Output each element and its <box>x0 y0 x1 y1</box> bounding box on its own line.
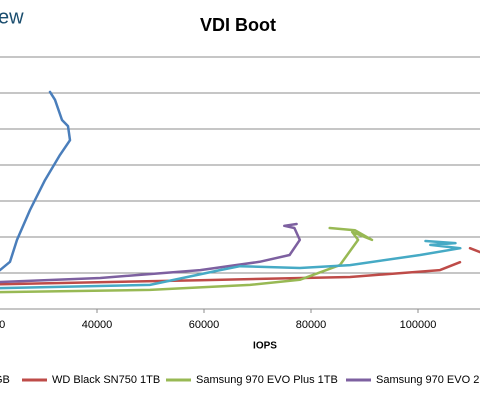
series-line <box>0 90 72 272</box>
legend-label: GB <box>0 374 10 386</box>
series-line <box>0 226 374 294</box>
legend-label: WD Black SN750 1TB <box>52 374 160 386</box>
series-line <box>0 222 302 284</box>
x-tick-label: 20000 <box>0 319 5 331</box>
series-line <box>0 246 480 286</box>
legend-label: Samsung 970 EVO Plus 1TB <box>196 374 338 386</box>
legend-label: Samsung 970 EVO 2 <box>376 374 479 386</box>
logo-text: ew <box>0 6 24 28</box>
series-line <box>0 239 462 290</box>
x-axis-label: IOPS <box>253 341 277 352</box>
chart-title: VDI Boot <box>200 15 276 35</box>
x-tick-label: 100000 <box>400 319 437 331</box>
x-tick-label: 40000 <box>82 319 113 331</box>
x-tick-label: 60000 <box>189 319 220 331</box>
x-tick-label: 80000 <box>296 319 327 331</box>
